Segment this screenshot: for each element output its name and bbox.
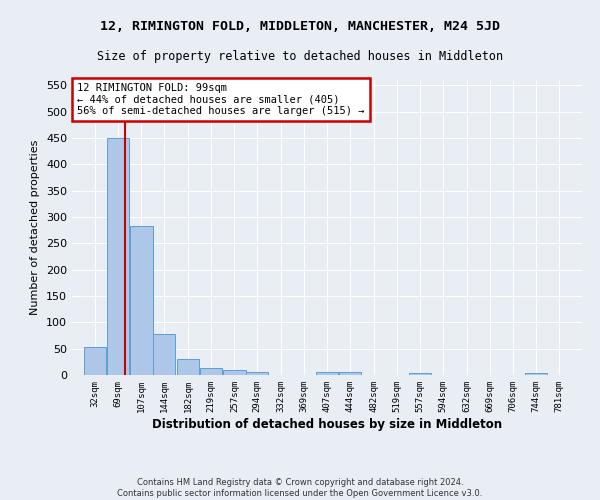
Bar <box>177 359 199 375</box>
Bar <box>200 368 222 375</box>
Text: Contains HM Land Registry data © Crown copyright and database right 2024.
Contai: Contains HM Land Registry data © Crown c… <box>118 478 482 498</box>
Bar <box>223 370 245 375</box>
Bar <box>107 138 129 375</box>
Bar <box>339 372 361 375</box>
Bar <box>246 372 268 375</box>
Text: Size of property relative to detached houses in Middleton: Size of property relative to detached ho… <box>97 50 503 63</box>
Bar <box>316 372 338 375</box>
Y-axis label: Number of detached properties: Number of detached properties <box>31 140 40 315</box>
Bar <box>130 226 152 375</box>
Bar <box>525 373 547 375</box>
Bar <box>409 373 431 375</box>
Bar <box>153 334 175 375</box>
X-axis label: Distribution of detached houses by size in Middleton: Distribution of detached houses by size … <box>152 418 502 430</box>
Text: 12 RIMINGTON FOLD: 99sqm
← 44% of detached houses are smaller (405)
56% of semi-: 12 RIMINGTON FOLD: 99sqm ← 44% of detach… <box>77 83 365 116</box>
Text: 12, RIMINGTON FOLD, MIDDLETON, MANCHESTER, M24 5JD: 12, RIMINGTON FOLD, MIDDLETON, MANCHESTE… <box>100 20 500 33</box>
Bar <box>84 347 106 375</box>
